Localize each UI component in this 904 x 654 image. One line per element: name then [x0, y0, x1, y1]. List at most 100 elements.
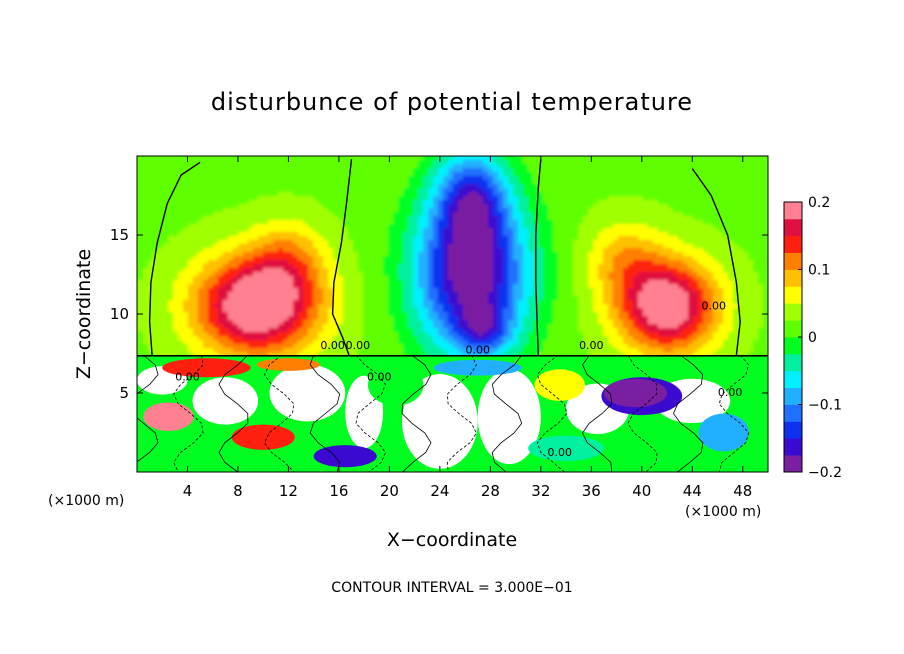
field-cell	[763, 284, 768, 289]
field-cell	[523, 280, 529, 285]
field-cell	[593, 224, 599, 229]
field-cell	[238, 176, 244, 181]
field-cell	[493, 168, 499, 173]
field-cell	[218, 288, 224, 293]
field-cell	[618, 256, 624, 261]
field-cell	[233, 172, 239, 177]
field-cell	[223, 192, 229, 197]
field-cell	[318, 244, 324, 249]
field-cell	[333, 164, 339, 169]
field-cell	[378, 292, 384, 297]
field-cell	[303, 156, 309, 161]
field-cell	[323, 200, 329, 205]
field-cell	[518, 276, 524, 281]
field-cell	[668, 204, 674, 209]
field-cell	[173, 300, 179, 305]
field-cell	[548, 304, 554, 309]
field-cell	[318, 216, 324, 221]
field-cell	[443, 172, 449, 177]
field-cell	[678, 196, 684, 201]
field-cell	[593, 300, 599, 305]
field-cell	[513, 260, 519, 265]
field-cell	[278, 300, 284, 305]
field-cell	[728, 236, 734, 241]
field-cell	[738, 208, 744, 213]
field-cell	[728, 276, 734, 281]
field-cell	[433, 160, 439, 165]
field-cell	[523, 248, 529, 253]
field-cell	[583, 176, 589, 181]
field-cell	[173, 256, 179, 261]
field-cell	[633, 156, 639, 161]
field-cell	[753, 296, 759, 301]
field-cell	[673, 228, 679, 233]
field-cell	[137, 200, 139, 205]
field-cell	[198, 292, 204, 297]
field-cell	[293, 264, 299, 269]
field-cell	[473, 200, 479, 205]
field-cell	[763, 292, 768, 297]
field-cell	[248, 300, 254, 305]
field-cell	[163, 160, 169, 165]
field-cell	[473, 256, 479, 261]
field-cell	[723, 240, 729, 245]
field-cell	[363, 300, 369, 305]
field-cell	[283, 244, 289, 249]
field-cell	[323, 212, 329, 217]
field-cell	[168, 156, 174, 161]
field-cell	[483, 156, 489, 161]
field-cell	[293, 296, 299, 301]
field-cell	[578, 248, 584, 253]
field-cell	[668, 240, 674, 245]
field-cell	[743, 284, 749, 289]
field-cell	[173, 168, 179, 173]
field-cell	[338, 180, 344, 185]
field-cell	[748, 196, 754, 201]
field-cell	[248, 284, 254, 289]
field-cell	[358, 188, 364, 193]
field-cell	[453, 168, 459, 173]
field-cell	[723, 276, 729, 281]
field-cell	[473, 240, 479, 245]
field-cell	[208, 212, 214, 217]
field-cell	[708, 172, 714, 177]
field-cell	[408, 224, 414, 229]
field-cell	[483, 288, 489, 293]
field-cell	[518, 208, 524, 213]
field-cell	[728, 268, 734, 273]
field-cell	[488, 164, 494, 169]
field-cell	[578, 172, 584, 177]
field-cell	[258, 276, 264, 281]
field-cell	[628, 180, 634, 185]
field-cell	[363, 260, 369, 265]
field-cell	[738, 288, 744, 293]
field-cell	[188, 300, 194, 305]
field-cell	[688, 172, 694, 177]
field-cell	[453, 216, 459, 221]
field-cell	[573, 276, 579, 281]
field-cell	[403, 180, 409, 185]
field-cell	[193, 232, 199, 237]
field-cell	[608, 284, 614, 289]
field-cell	[448, 192, 454, 197]
field-cell	[363, 180, 369, 185]
field-cell	[653, 172, 659, 177]
field-cell	[503, 288, 509, 293]
field-cell	[353, 264, 359, 269]
field-cell	[743, 264, 749, 269]
field-cell	[218, 300, 224, 305]
field-cell	[493, 172, 499, 177]
field-cell	[448, 240, 454, 245]
field-cell	[148, 256, 154, 261]
field-cell	[298, 248, 304, 253]
field-cell	[708, 288, 714, 293]
field-cell	[473, 264, 479, 269]
field-cell	[468, 224, 474, 229]
field-cell	[583, 252, 589, 257]
field-cell	[558, 192, 564, 197]
field-cell	[373, 208, 379, 213]
field-cell	[673, 300, 679, 305]
field-cell	[248, 172, 254, 177]
field-cell	[533, 184, 539, 189]
field-cell	[438, 296, 444, 301]
